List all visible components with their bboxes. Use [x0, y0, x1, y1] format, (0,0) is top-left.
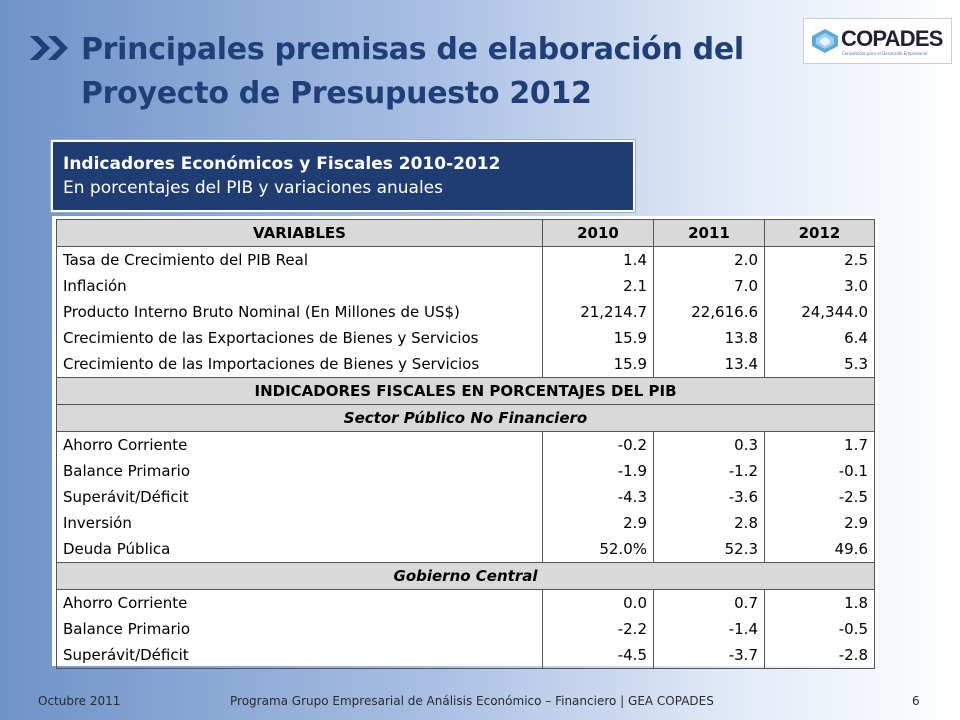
logo-tagline: Consultores para el Desarrollo Empresari… [842, 51, 928, 56]
gc-section-heading-row: Gobierno Central [56, 562, 875, 590]
row-label: Crecimiento de las Importaciones de Bien… [56, 351, 543, 378]
footer-date: Octubre 2011 [38, 694, 121, 708]
indicators-table-container: VARIABLES 2010 2011 2012 Tasa de Crecimi… [52, 216, 878, 669]
value-2010: -0.2 [542, 431, 654, 458]
slide-title: Principales premisas de elaboración del … [81, 32, 744, 111]
value-2010: 52.0% [542, 536, 654, 563]
value-2012: 2.5 [764, 246, 875, 273]
value-2012: -0.5 [764, 616, 875, 642]
indicators-table: VARIABLES 2010 2011 2012 Tasa de Crecimi… [56, 219, 875, 669]
row-label: Inversión [56, 510, 543, 536]
value-2012: 1.8 [764, 589, 875, 616]
table-header-row: VARIABLES 2010 2011 2012 [56, 219, 875, 247]
value-2012: -0.1 [764, 458, 875, 484]
value-2012: -2.8 [764, 642, 875, 669]
table-row: Ahorro Corriente 0.0 0.7 1.8 [56, 589, 875, 616]
value-2011: -1.2 [653, 458, 765, 484]
value-2011: 7.0 [653, 273, 765, 299]
table-row: Balance Primario -2.2 -1.4 -0.5 [56, 616, 875, 642]
value-2012: 2.9 [764, 510, 875, 536]
table-row: Superávit/Déficit -4.3 -3.6 -2.5 [56, 484, 875, 510]
spnf-section-heading-row: Sector Público No Financiero [56, 404, 875, 432]
value-2012: 24,344.0 [764, 299, 875, 325]
table-row: Inversión 2.9 2.8 2.9 [56, 510, 875, 536]
double-chevron-icon [30, 36, 68, 60]
header-2012: 2012 [764, 219, 875, 247]
copades-logo-icon [812, 29, 838, 53]
footer-page-number: 6 [912, 694, 920, 708]
value-2011: 52.3 [653, 536, 765, 563]
table-row: Crecimiento de las Exportaciones de Bien… [56, 325, 875, 351]
table-row: Crecimiento de las Importaciones de Bien… [56, 351, 875, 378]
fiscal-section-heading: INDICADORES FISCALES EN PORCENTAJES DEL … [56, 377, 875, 405]
table-row: Producto Interno Bruto Nominal (En Millo… [56, 299, 875, 325]
row-label: Producto Interno Bruto Nominal (En Millo… [56, 299, 543, 325]
value-2010: -4.5 [542, 642, 654, 669]
row-label: Tasa de Crecimiento del PIB Real [56, 246, 543, 273]
value-2012: 6.4 [764, 325, 875, 351]
value-2011: 22,616.6 [653, 299, 765, 325]
value-2011: -3.6 [653, 484, 765, 510]
caption-title: Indicadores Económicos y Fiscales 2010-2… [63, 154, 501, 174]
spnf-section-heading: Sector Público No Financiero [56, 404, 875, 432]
caption-subtitle: En porcentajes del PIB y variaciones anu… [63, 178, 444, 198]
header-2010: 2010 [542, 219, 654, 247]
value-2010: 15.9 [542, 325, 654, 351]
value-2010: 1.4 [542, 246, 654, 273]
value-2010: -4.3 [542, 484, 654, 510]
value-2012: 5.3 [764, 351, 875, 378]
value-2011: 2.0 [653, 246, 765, 273]
value-2010: 0.0 [542, 589, 654, 616]
table-row: Superávit/Déficit -4.5 -3.7 -2.8 [56, 642, 875, 669]
row-label: Inflación [56, 273, 543, 299]
row-label: Deuda Pública [56, 536, 543, 563]
copades-logo: COPADES Consultores para el Desarrollo E… [803, 18, 952, 64]
row-label: Superávit/Déficit [56, 484, 543, 510]
value-2010: 15.9 [542, 351, 654, 378]
value-2011: 2.8 [653, 510, 765, 536]
table-row: Balance Primario -1.9 -1.2 -0.1 [56, 458, 875, 484]
table-row: Tasa de Crecimiento del PIB Real 1.4 2.0… [56, 246, 875, 273]
table-row: Deuda Pública 52.0% 52.3 49.6 [56, 536, 875, 563]
header-2011: 2011 [653, 219, 765, 247]
gc-section-heading: Gobierno Central [56, 562, 875, 590]
value-2011: 13.8 [653, 325, 765, 351]
value-2010: 2.1 [542, 273, 654, 299]
row-label: Ahorro Corriente [56, 589, 543, 616]
row-label: Crecimiento de las Exportaciones de Bien… [56, 325, 543, 351]
value-2011: 0.7 [653, 589, 765, 616]
logo-wordmark: COPADES [841, 26, 943, 51]
table-row: Inflación 2.1 7.0 3.0 [56, 273, 875, 299]
row-label: Balance Primario [56, 458, 543, 484]
value-2012: -2.5 [764, 484, 875, 510]
value-2012: 1.7 [764, 431, 875, 458]
value-2011: 13.4 [653, 351, 765, 378]
table-row: Ahorro Corriente -0.2 0.3 1.7 [56, 431, 875, 458]
row-label: Superávit/Déficit [56, 642, 543, 669]
value-2010: -1.9 [542, 458, 654, 484]
value-2011: 0.3 [653, 431, 765, 458]
row-label: Balance Primario [56, 616, 543, 642]
footer-program: Programa Grupo Empresarial de Análisis E… [230, 694, 714, 708]
value-2010: 21,214.7 [542, 299, 654, 325]
table-caption: Indicadores Económicos y Fiscales 2010-2… [51, 140, 635, 212]
value-2012: 49.6 [764, 536, 875, 563]
fiscal-section-heading-row: INDICADORES FISCALES EN PORCENTAJES DEL … [56, 377, 875, 405]
row-label: Ahorro Corriente [56, 431, 543, 458]
value-2010: 2.9 [542, 510, 654, 536]
value-2011: -3.7 [653, 642, 765, 669]
header-variables: VARIABLES [56, 219, 543, 247]
value-2012: 3.0 [764, 273, 875, 299]
value-2010: -2.2 [542, 616, 654, 642]
value-2011: -1.4 [653, 616, 765, 642]
